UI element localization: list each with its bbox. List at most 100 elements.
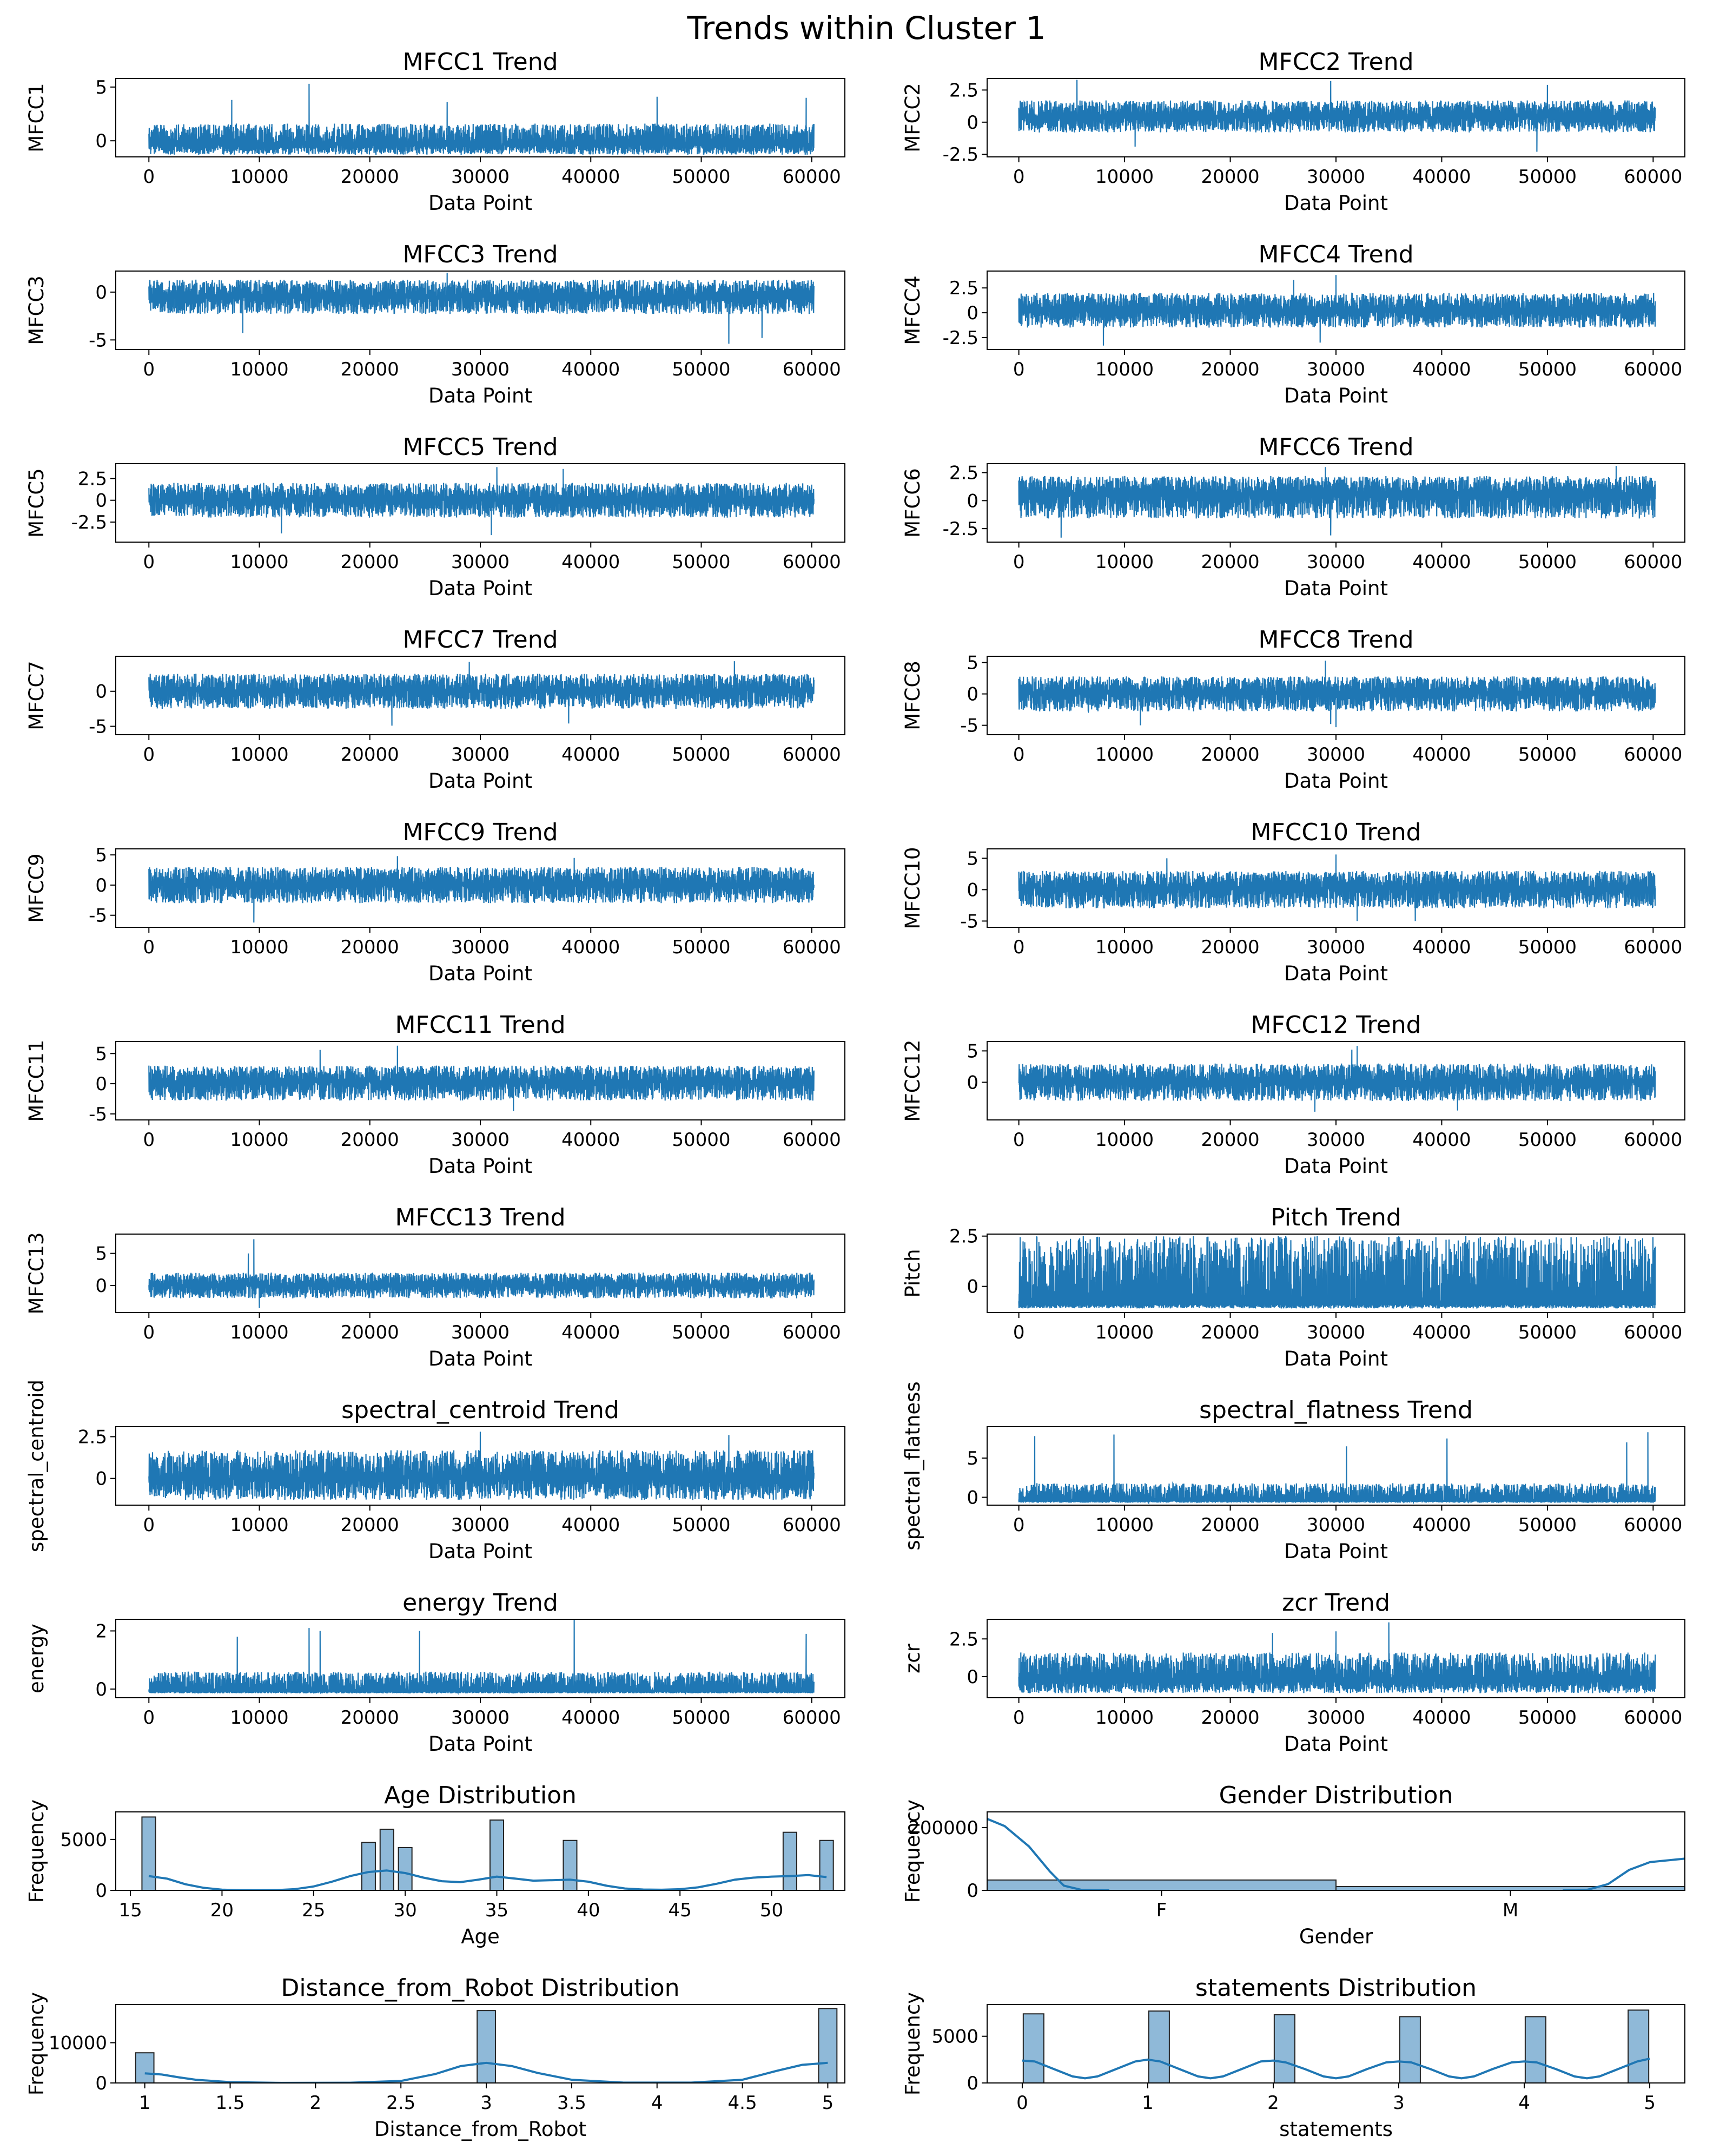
- x-tick-label: 40000: [1412, 1322, 1471, 1343]
- series-line: [1018, 80, 1656, 152]
- x-tick-label: 30000: [451, 1514, 510, 1536]
- y-tick-label: 5: [967, 848, 978, 869]
- x-tick-label: 10000: [1095, 1129, 1154, 1151]
- x-axis-label: Data Point: [1284, 1155, 1388, 1178]
- subplot-9: MFCC9 Trend 0 10000 20000 30000 40000 50000 600…: [25, 819, 845, 985]
- subplot-title: MFCC7 Trend: [402, 626, 558, 654]
- histogram-bar: [1022, 2013, 1044, 2083]
- x-tick-label: 0: [1016, 2092, 1028, 2114]
- subplot-title: MFCC12 Trend: [1251, 1011, 1421, 1039]
- x-tick-label: 10000: [230, 551, 288, 573]
- y-tick-label: 5: [95, 1243, 107, 1265]
- y-axis-label: MFCC6: [901, 468, 924, 537]
- x-tick-label: 60000: [1624, 551, 1682, 573]
- x-tick-label: 60000: [783, 1129, 841, 1151]
- x-axis-label: statements: [1279, 2118, 1393, 2141]
- y-axis-label: MFCC8: [901, 661, 924, 730]
- x-tick-label: 2: [1267, 2092, 1279, 2114]
- x-tick-label: 50000: [1518, 744, 1577, 766]
- x-tick-label: 60000: [783, 744, 841, 766]
- x-tick-label: 50000: [672, 1514, 730, 1536]
- y-tick-label: 5000: [931, 2026, 978, 2048]
- y-tick-label: 0: [967, 1072, 978, 1093]
- y-tick-label: 0: [967, 879, 978, 901]
- x-tick-label: 60000: [783, 551, 841, 573]
- x-tick-label: 10000: [1095, 937, 1154, 958]
- y-tick-label: 2.5: [949, 463, 978, 484]
- y-axis-label: MFCC7: [25, 661, 48, 730]
- y-tick-label: 2: [95, 1620, 107, 1642]
- x-tick-label: 40000: [561, 1514, 620, 1536]
- subplot-21: Distance_from_Robot Distribution 1 1.5 2 2.5…: [25, 1974, 845, 2141]
- x-tick-label: 10000: [230, 1129, 288, 1151]
- y-axis-label: zcr: [901, 1643, 924, 1673]
- y-axis-label: MFCC10: [901, 847, 924, 929]
- x-tick-label: 1.5: [215, 2092, 244, 2114]
- subplot-title: MFCC13 Trend: [395, 1204, 565, 1231]
- x-tick-label: 40: [577, 1900, 600, 1921]
- x-tick-label: 50000: [1518, 1707, 1577, 1729]
- histogram-bar: [379, 1829, 394, 1890]
- subplot-title: MFCC6 Trend: [1258, 433, 1413, 461]
- x-axis-label: Distance_from_Robot: [374, 2118, 586, 2141]
- x-axis-label: Data Point: [428, 1732, 532, 1756]
- series-line: [148, 83, 815, 155]
- y-axis-label: MFCC1: [25, 83, 48, 152]
- x-tick-label: 40000: [561, 1129, 620, 1151]
- plot-area: [1018, 1236, 1656, 1309]
- x-tick-label: 20000: [1201, 1129, 1259, 1151]
- subplot-title: Gender Distribution: [1219, 1782, 1453, 1809]
- subplot-title: MFCC3 Trend: [402, 241, 558, 268]
- x-tick-label: 40000: [1412, 1514, 1471, 1536]
- histogram-bar: [141, 1816, 156, 1890]
- x-tick-label: 5: [822, 2092, 834, 2114]
- x-tick-label: 2.5: [386, 2092, 415, 2114]
- y-tick-label: 2.5: [949, 278, 978, 299]
- x-tick-label: 60000: [1624, 1129, 1682, 1151]
- x-tick-label: 60000: [783, 359, 841, 380]
- subplot-title: MFCC1 Trend: [402, 48, 558, 76]
- x-axis-label: Data Point: [428, 1155, 532, 1178]
- x-tick-label: 5: [1644, 2092, 1656, 2114]
- x-tick-label: 30000: [1307, 1129, 1365, 1151]
- x-tick-label: 30000: [1307, 551, 1365, 573]
- x-tick-label: 0: [143, 166, 155, 188]
- x-tick-label: 0: [143, 551, 155, 573]
- x-tick-label: 20000: [341, 1322, 399, 1343]
- y-tick-label: 0: [967, 302, 978, 324]
- figure-title: Trends within Cluster 1: [687, 10, 1046, 47]
- plot-area: [1018, 1432, 1656, 1505]
- axes-frame: [987, 1811, 1685, 1891]
- x-tick-label: 50000: [1518, 1129, 1577, 1151]
- x-axis-label: Data Point: [428, 1540, 532, 1563]
- x-tick-label: 0: [1013, 551, 1025, 573]
- plot-area: [148, 856, 815, 923]
- subplot-11: MFCC11 Trend 0 10000 20000 30000 40000 50000 60…: [25, 1011, 845, 1178]
- series-line: [148, 1619, 815, 1696]
- subplot-7: MFCC7 Trend 0 10000 20000 30000 40000 50000 600…: [25, 626, 845, 793]
- y-tick-label: 5000: [60, 1829, 107, 1851]
- x-axis-label: Data Point: [1284, 1732, 1388, 1756]
- x-tick-label: 0: [143, 1514, 155, 1536]
- x-tick-label: 10000: [1095, 1514, 1154, 1536]
- subplot-8: MFCC8 Trend 0 10000 20000 30000 40000 50000 600…: [901, 626, 1685, 793]
- series-line: [148, 1432, 815, 1500]
- plot-area: [148, 467, 815, 536]
- x-tick-label: 15: [118, 1900, 142, 1921]
- y-tick-label: 0: [967, 684, 978, 706]
- subplot-4: MFCC4 Trend 0 10000 20000 30000 40000 50000 600…: [901, 241, 1685, 407]
- series-line: [148, 856, 815, 923]
- series-line: [148, 1045, 815, 1111]
- x-tick-label: 60000: [783, 1707, 841, 1729]
- plot-area: [1018, 854, 1656, 921]
- series-line: [148, 467, 815, 536]
- subplot-title: MFCC11 Trend: [395, 1011, 565, 1039]
- plot-area: [1018, 80, 1656, 152]
- x-tick-label: 60000: [1624, 937, 1682, 958]
- x-tick-label: 60000: [783, 1514, 841, 1536]
- y-tick-label: -5: [89, 905, 107, 927]
- x-tick-label: 20000: [341, 744, 399, 766]
- x-axis-label: Data Point: [1284, 384, 1388, 407]
- series-line: [1018, 275, 1656, 346]
- x-tick-label: 30000: [451, 744, 510, 766]
